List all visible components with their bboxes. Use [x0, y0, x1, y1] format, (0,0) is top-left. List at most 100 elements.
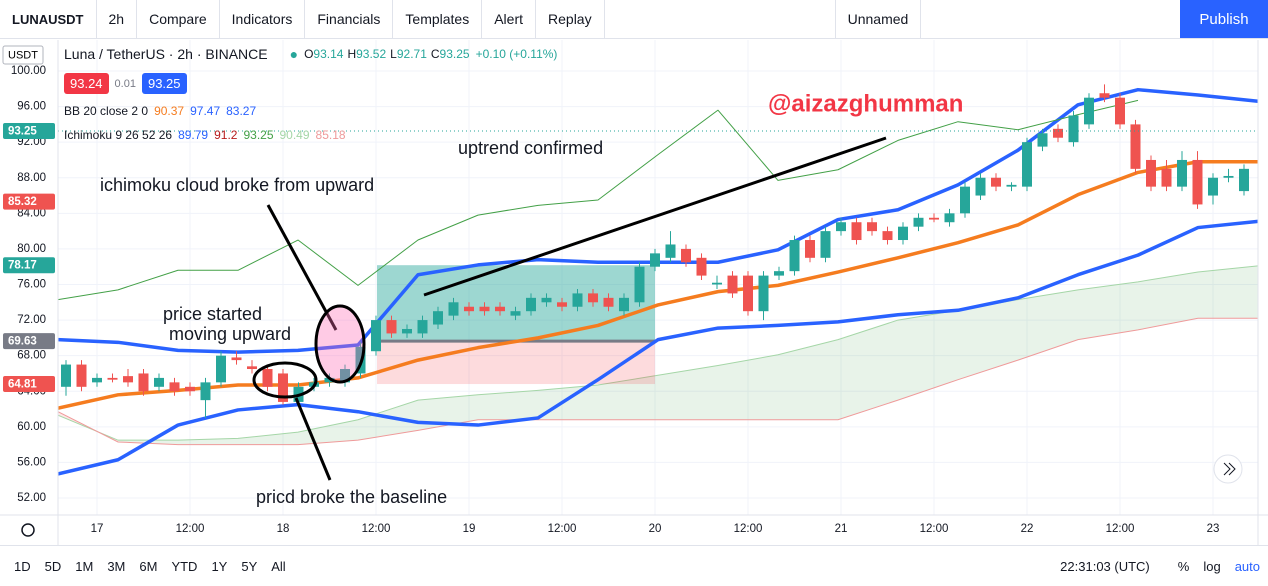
range-button[interactable]: 6M [139, 558, 158, 574]
toolbar-button[interactable]: Alert [482, 0, 537, 38]
legend-row: Ichimoku 9 26 52 26 89.79 91.2 93.25 90.… [64, 128, 346, 142]
x-tick-label: 22 [1021, 523, 1034, 535]
kumo-fill [1078, 281, 1138, 340]
y-tick-label: 84.00 [17, 207, 46, 219]
candle-body [247, 366, 257, 370]
trend-arrow [423, 136, 887, 297]
candle-body [61, 364, 71, 387]
x-tick-label: 12:00 [734, 523, 763, 535]
candle-body [743, 275, 753, 312]
ohlc-value: 92.71 [396, 47, 427, 61]
sell-price[interactable]: 93.24 [64, 73, 109, 94]
range-button[interactable]: 1D [14, 558, 31, 574]
x-tick-label: 18 [277, 523, 290, 535]
ohlc-item: H93.52 [347, 47, 386, 61]
candle-body [1177, 159, 1187, 187]
percent-toggle[interactable]: % [1177, 558, 1190, 574]
range-button[interactable]: YTD [171, 558, 198, 574]
ohlc-key: L [390, 47, 397, 61]
scroll-button[interactable] [1213, 454, 1243, 484]
indicator-name: BB 20 close 2 0 [64, 104, 149, 118]
candle-body [448, 302, 459, 316]
range-button[interactable]: 3M [107, 558, 126, 574]
auto-toggle[interactable]: auto [1234, 558, 1260, 574]
x-tick-label: 17 [91, 523, 104, 535]
y-tick-label: 92.00 [17, 136, 46, 148]
ohlc: O93.14 H93.52 L92.71 C93.25 [304, 47, 470, 61]
publish-button[interactable]: Publish [1180, 0, 1268, 38]
candle-body [1006, 184, 1017, 187]
candle-body [650, 253, 660, 267]
kumo-fill [598, 375, 658, 420]
candle-body [1161, 168, 1172, 187]
settings-icon[interactable] [21, 523, 35, 537]
ohlc-key: H [347, 47, 357, 61]
toolbar-button[interactable]: Compare [137, 0, 220, 38]
annotation: uptrend confirmed [458, 138, 603, 158]
candle-body [371, 320, 381, 352]
highlight-circle [252, 361, 318, 399]
candle-body [1022, 142, 1032, 187]
ohlc-item: O93.14 [304, 47, 343, 61]
bb-lower [58, 219, 1258, 476]
candle-body [76, 364, 87, 387]
candle-body [929, 217, 939, 220]
x-tick-label: 12:00 [176, 523, 205, 535]
toolbar-button[interactable]: Financials [305, 0, 394, 38]
indicator-value: 83.27 [226, 104, 257, 118]
unit-box[interactable] [2, 45, 44, 65]
candle-body [960, 186, 970, 214]
candle-body [836, 222, 846, 232]
interval[interactable]: 2h [97, 0, 138, 38]
range-button[interactable]: 1M [75, 558, 94, 574]
indicator-value: 91.2 [214, 128, 238, 142]
toolbar-items: Compare Indicators Financials Templates Aler… [137, 0, 605, 38]
layout-name[interactable]: Unnamed [834, 0, 922, 38]
range-button[interactable]: 5Y [241, 558, 258, 574]
candle-body [727, 275, 738, 294]
candle-body [479, 306, 490, 312]
candle-body [1223, 175, 1234, 178]
toolbar-button[interactable]: Replay [536, 0, 605, 38]
ohlc-value: 93.52 [356, 47, 387, 61]
candle-body [975, 177, 986, 196]
toolbar-button[interactable]: Indicators [220, 0, 306, 38]
price-axis: 100.00 96.00 92.00 88.00 84.00 80.00 76.00 72.0… [3, 65, 55, 504]
range-button[interactable]: 1Y [211, 558, 228, 574]
candle-body [154, 377, 164, 387]
kumo-fill [358, 400, 418, 441]
candle-body [805, 240, 815, 258]
buy-price[interactable]: 93.25 [141, 73, 187, 94]
candle-body [867, 222, 877, 232]
pointer [266, 204, 338, 331]
indicator-value: 89.79 [178, 128, 209, 142]
candle-body [557, 302, 567, 307]
candle-body [1099, 93, 1110, 98]
log-toggle[interactable]: log [1203, 558, 1221, 574]
range-button[interactable]: All [271, 558, 286, 574]
highlight-circle [314, 304, 366, 384]
candle-body [138, 373, 149, 392]
ohlc-value: 93.25 [439, 47, 470, 61]
candle-body [1084, 97, 1094, 125]
kumo-fill [658, 365, 718, 420]
range-button[interactable]: 5D [44, 558, 62, 574]
price-label-box [3, 333, 55, 350]
kumo-fill [1198, 265, 1258, 319]
symbol[interactable]: LUNAUSDT [0, 0, 97, 38]
candle-body [526, 297, 536, 312]
price-label-box [3, 193, 55, 210]
top-toolbar: LUNAUSDT 2h Compare Indicators Financials T… [0, 0, 1268, 39]
toolbar-button[interactable]: Templates [393, 0, 483, 38]
spread: 0.01 [114, 77, 136, 90]
price-label: 69.63 [8, 336, 37, 348]
candle-body [944, 213, 955, 223]
ohlc-item: L92.71 [390, 47, 427, 61]
kumo-fill [1138, 272, 1198, 330]
ohlc-item: C93.25 [431, 47, 470, 61]
x-tick-label: 12:00 [1106, 523, 1135, 535]
x-tick-label: 23 [1207, 523, 1220, 535]
kumo-span [58, 265, 1258, 441]
